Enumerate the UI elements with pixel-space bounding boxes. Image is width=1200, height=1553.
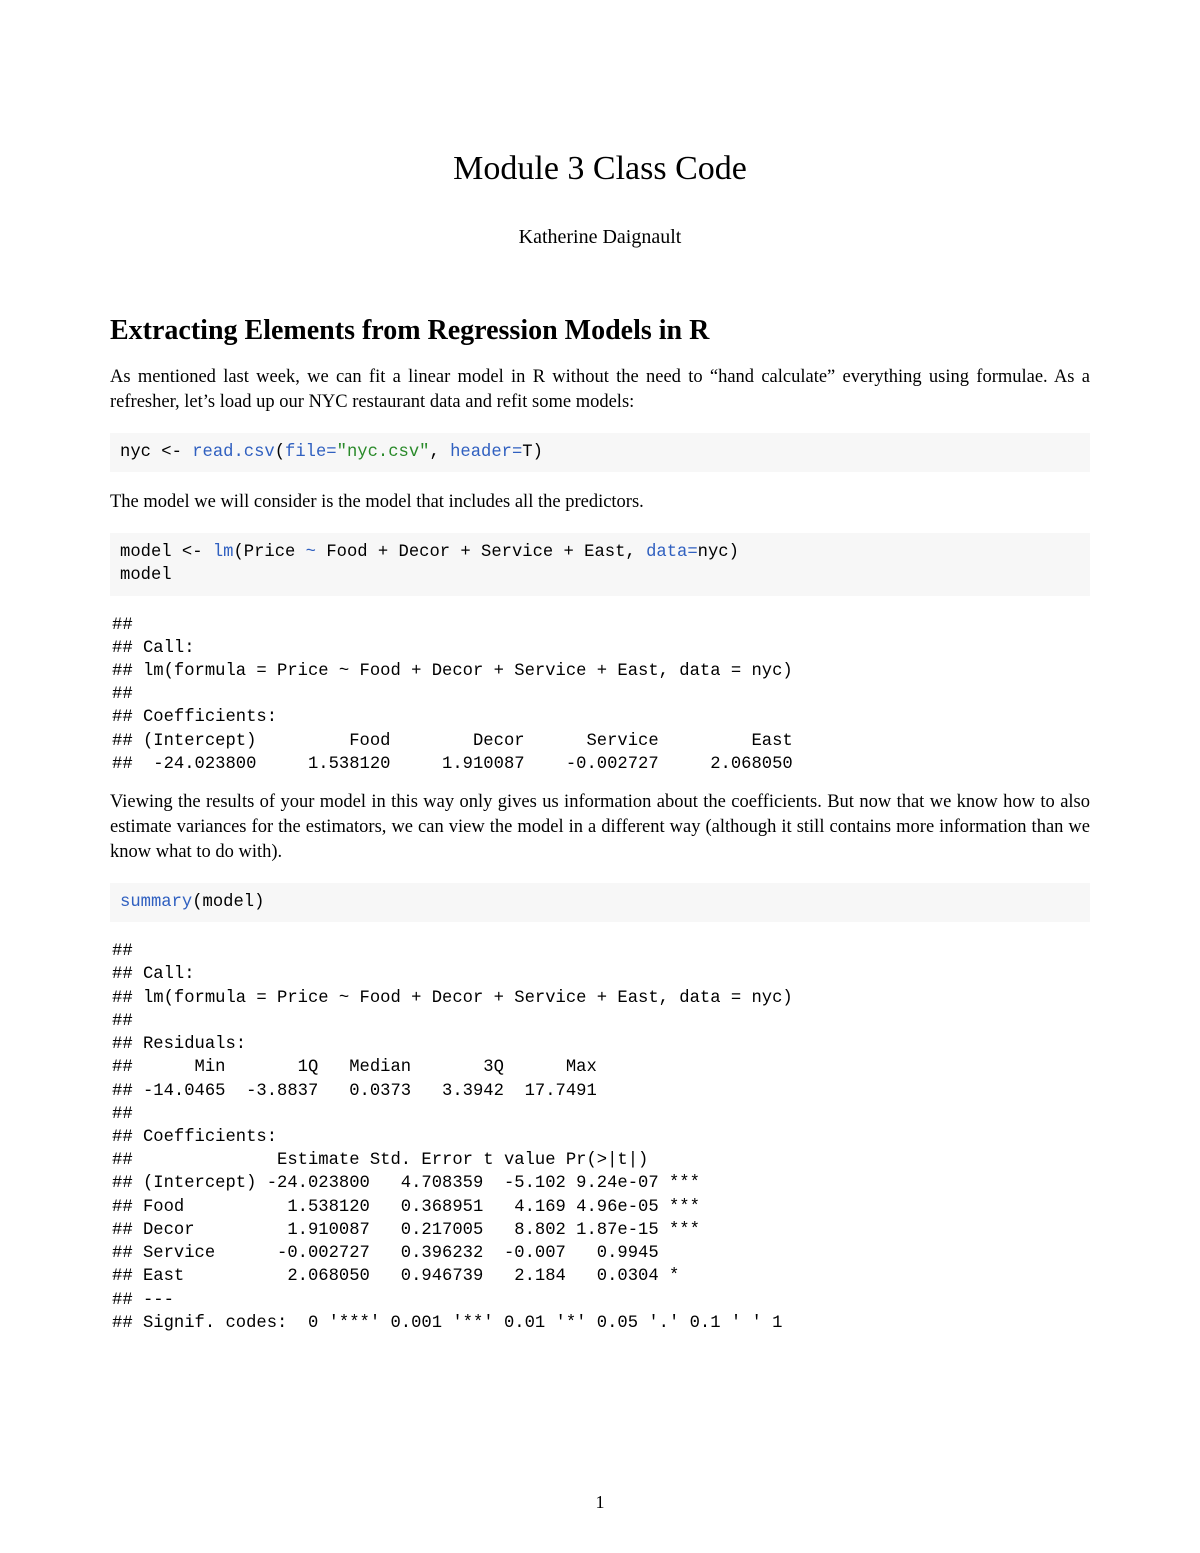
document-author: Katherine Daignault [110, 226, 1090, 249]
code-fn: summary [120, 893, 192, 912]
code-text: Food + Decor + Service + East, [316, 543, 646, 562]
paragraph-model-intro: The model we will consider is the model … [110, 490, 1090, 515]
code-operator: ~ [306, 543, 316, 562]
code-text: , [429, 443, 450, 462]
code-arg: file= [285, 443, 337, 462]
code-text: T) [522, 443, 543, 462]
code-arg: header= [450, 443, 522, 462]
code-text: (model) [192, 893, 264, 912]
paragraph-summary-intro: Viewing the results of your model in thi… [110, 790, 1090, 865]
code-string: "nyc.csv" [337, 443, 430, 462]
code-arg: data= [646, 543, 698, 562]
page-number: 1 [0, 1492, 1200, 1513]
document-title: Module 3 Class Code [110, 150, 1090, 188]
code-block-summary: summary(model) [110, 883, 1090, 922]
document-page: Module 3 Class Code Katherine Daignault … [0, 0, 1200, 1553]
code-text: nyc <- [120, 443, 192, 462]
section-heading: Extracting Elements from Regression Mode… [110, 315, 1090, 347]
code-block-readcsv: nyc <- read.csv(file="nyc.csv", header=T… [110, 433, 1090, 472]
code-text: (Price [233, 543, 305, 562]
code-output-lm: ## ## Call: ## lm(formula = Price ~ Food… [110, 614, 1090, 777]
code-text: ( [275, 443, 285, 462]
code-text: model <- [120, 543, 213, 562]
code-output-summary: ## ## Call: ## lm(formula = Price ~ Food… [110, 940, 1090, 1335]
code-fn: lm [213, 543, 234, 562]
code-text: model [120, 566, 172, 585]
code-text: nyc) [698, 543, 739, 562]
paragraph-intro: As mentioned last week, we can fit a lin… [110, 365, 1090, 415]
code-block-lm: model <- lm(Price ~ Food + Decor + Servi… [110, 533, 1090, 595]
code-fn: read.csv [192, 443, 275, 462]
